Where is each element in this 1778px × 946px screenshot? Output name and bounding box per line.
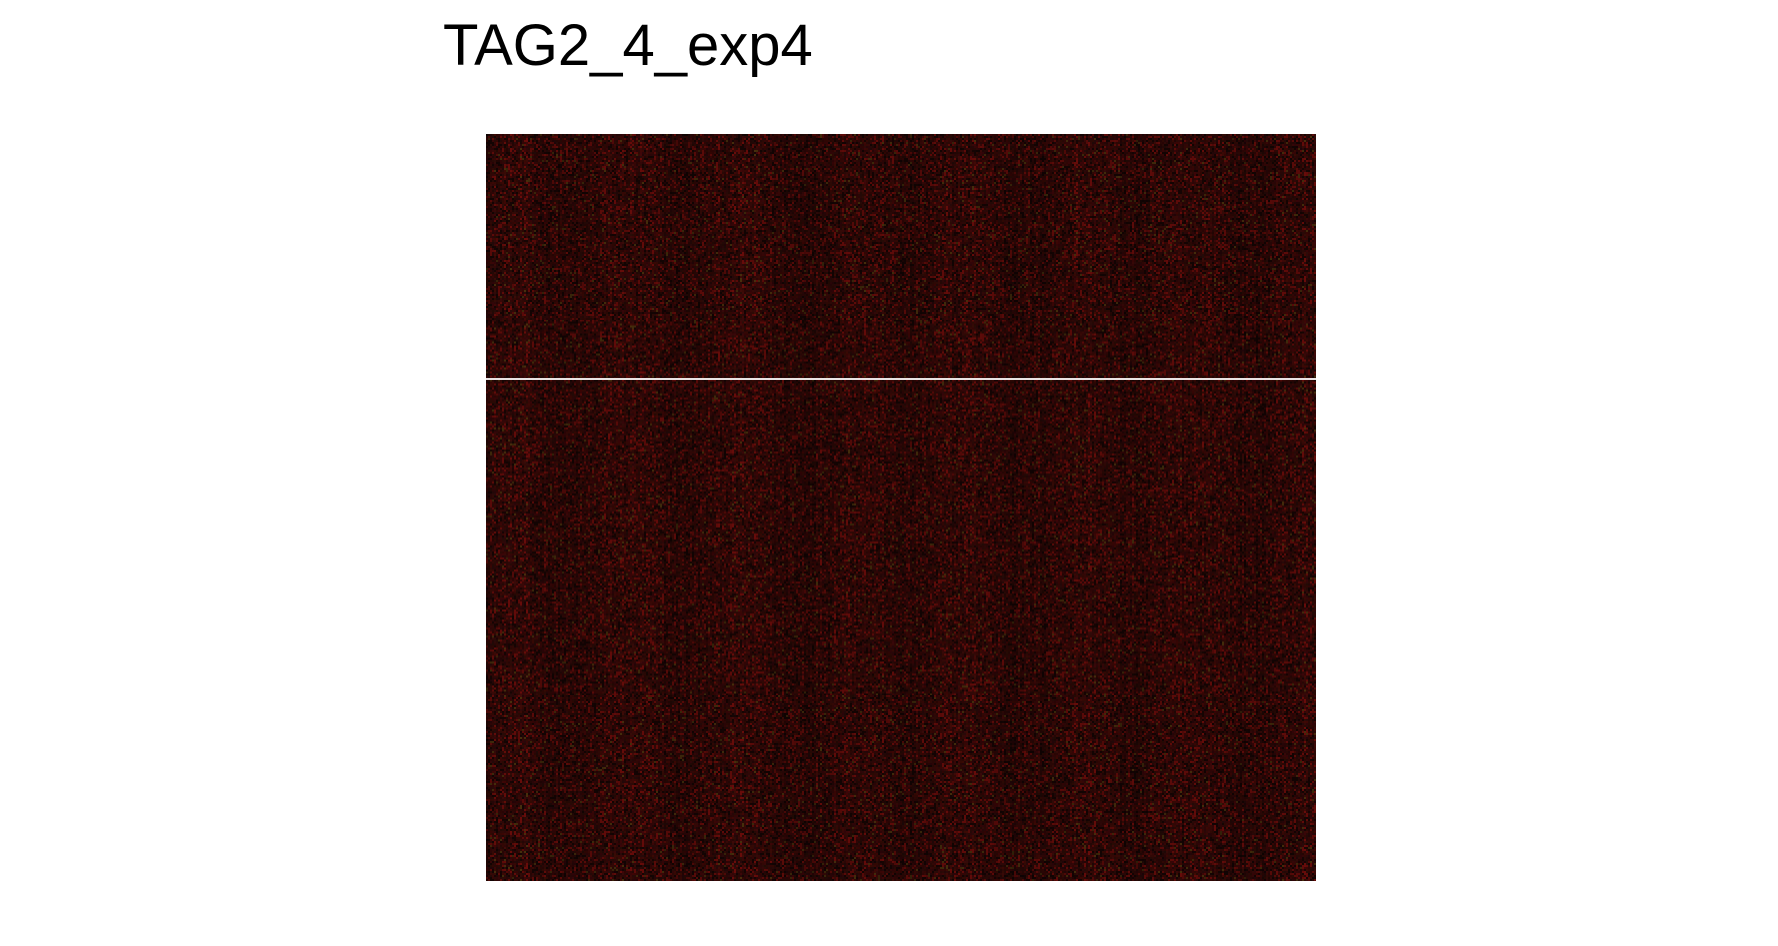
figure-title: TAG2_4_exp4 <box>443 13 813 78</box>
microarray-texture <box>486 134 1316 881</box>
panel-divider-line <box>486 378 1316 380</box>
microarray-image-panel <box>486 134 1316 881</box>
